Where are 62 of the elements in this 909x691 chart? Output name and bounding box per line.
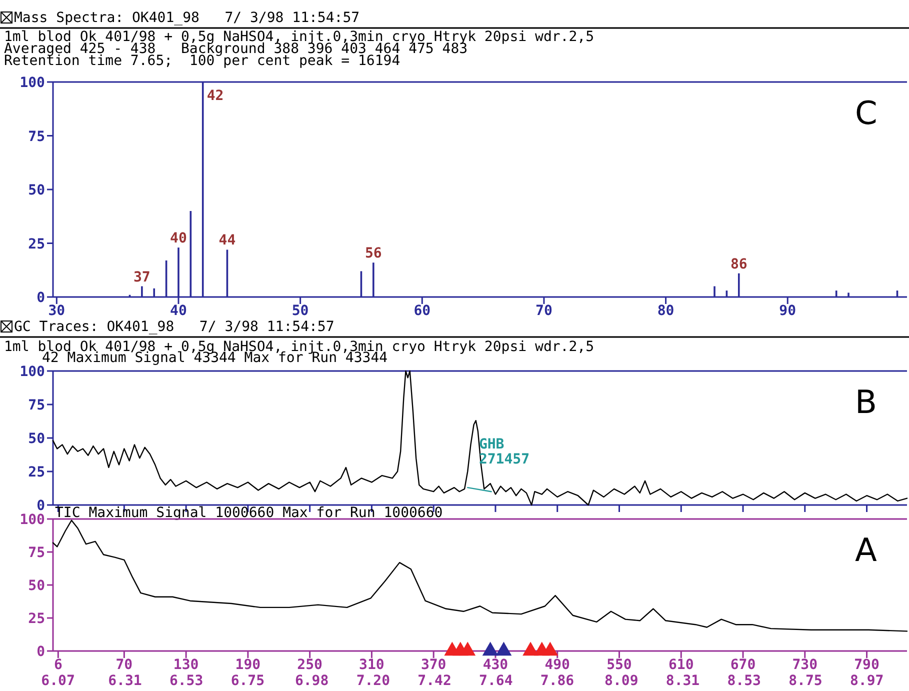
y-tick-label: 50 <box>28 182 45 198</box>
x2-tick-label: 8.53 <box>727 673 761 689</box>
x2-tick-label: 7.64 <box>479 673 513 689</box>
x-tick-label: 6 <box>54 657 62 673</box>
y-tick-label: 50 <box>28 431 45 447</box>
y-tick-label: 0 <box>36 498 45 514</box>
x2-tick-label: 6.53 <box>169 673 204 689</box>
y-tick-label: 25 <box>28 236 45 252</box>
x-tick-label: 190 <box>235 657 261 673</box>
x2-tick-label: 6.31 <box>108 673 142 689</box>
y-tick-label: 100 <box>20 512 45 528</box>
x-tick-label: 30 <box>48 303 66 319</box>
chart-title: Mass Spectra: OK401_98 7/ 3/98 11:54:57 <box>14 10 360 26</box>
x-tick-label: 60 <box>414 303 431 319</box>
x-tick-label: 130 <box>173 657 199 673</box>
x-tick-label: 80 <box>657 303 674 319</box>
annotation: 86 <box>730 256 748 272</box>
annotation: 42 <box>206 88 224 104</box>
annotation: 56 <box>364 246 382 262</box>
y-tick-label: 50 <box>28 578 45 594</box>
x-tick-label: 670 <box>730 657 756 673</box>
y-tick-label: 0 <box>36 290 45 306</box>
y-tick-label: 75 <box>28 545 45 561</box>
x-tick-label: 40 <box>170 303 187 319</box>
x-tick-label: 430 <box>482 657 508 673</box>
chart-title: TIC Maximum Signal 1000660 Max for Run 1000660 <box>55 505 443 521</box>
annotation: A <box>855 531 877 569</box>
y-tick-label: 75 <box>28 128 45 145</box>
x-tick-label: 50 <box>292 303 309 319</box>
x2-tick-label: 7.42 <box>418 673 452 689</box>
annotation: 40 <box>170 230 187 247</box>
x-tick-label: 370 <box>420 657 446 673</box>
x2-tick-label: 8.31 <box>666 673 700 689</box>
y-tick-label: 25 <box>28 464 45 480</box>
x-tick-label: 70 <box>536 303 552 319</box>
x2-tick-label: 8.09 <box>604 673 638 689</box>
x-tick-label: 250 <box>297 657 322 673</box>
x-tick-label: 730 <box>792 657 818 673</box>
y-tick-label: 100 <box>20 364 45 380</box>
x2-tick-label: 7.20 <box>356 673 390 689</box>
x-tick-label: 90 <box>779 303 796 319</box>
x2-tick-label: 6.07 <box>41 673 75 689</box>
chart-title: GC Traces: OK401_98 7/ 3/98 11:54:57 <box>14 319 334 335</box>
y-tick-label: 0 <box>36 644 45 660</box>
y-tick-label: 75 <box>28 398 45 414</box>
y-tick-label: 25 <box>28 611 45 627</box>
x-tick-label: 550 <box>606 657 632 673</box>
annotation: B <box>855 383 877 421</box>
annotation: 44 <box>218 232 236 249</box>
x-tick-label: 310 <box>359 657 384 673</box>
x-tick-label: 610 <box>668 657 694 673</box>
x2-tick-label: 8.97 <box>850 673 884 689</box>
x2-tick-label: 6.98 <box>294 673 329 689</box>
x2-tick-label: 6.75 <box>230 673 265 689</box>
annotation: 37 <box>134 269 150 286</box>
x2-tick-label: 8.75 <box>788 673 822 689</box>
x-tick-label: 790 <box>854 657 880 673</box>
x-tick-label: 490 <box>544 657 570 673</box>
x-tick-label: 70 <box>116 657 133 673</box>
y-tick-label: 100 <box>20 75 45 91</box>
x2-tick-label: 7.86 <box>540 673 574 689</box>
annotation: C <box>855 94 878 132</box>
